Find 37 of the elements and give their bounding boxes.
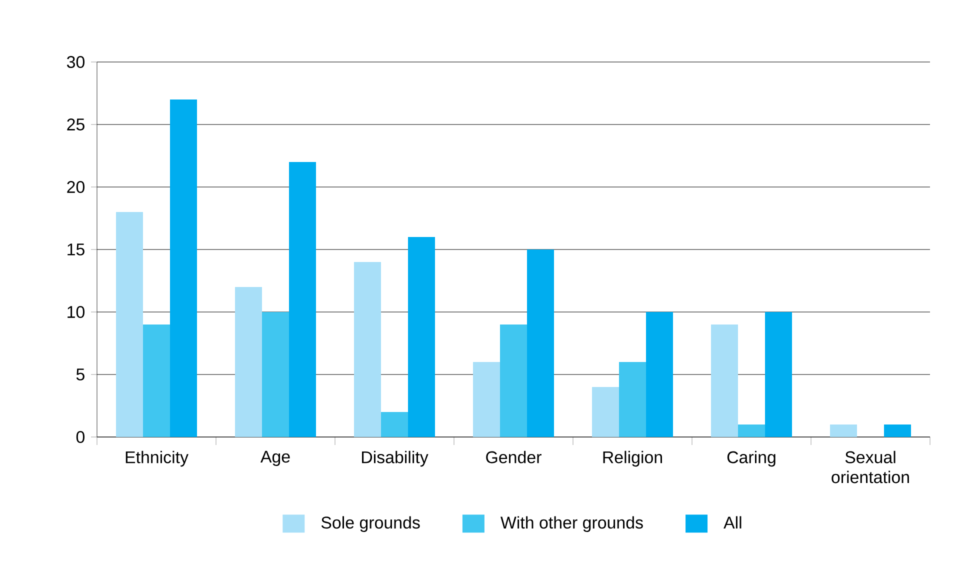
bar xyxy=(884,424,912,437)
y-tick-label: 25 xyxy=(67,118,84,130)
bar xyxy=(592,387,620,437)
y-tick-label: 0 xyxy=(76,431,85,443)
bar xyxy=(646,312,674,437)
bar xyxy=(381,412,408,437)
legend-label: With other grounds xyxy=(500,516,643,532)
y-tick-label: 30 xyxy=(66,56,84,68)
legend-label: Sole grounds xyxy=(321,516,420,532)
bar xyxy=(408,236,436,437)
x-tick-label: Ethnicity xyxy=(126,450,188,467)
bar xyxy=(143,324,170,437)
bar xyxy=(527,249,554,437)
bar xyxy=(711,324,738,437)
bar xyxy=(262,312,290,437)
bar xyxy=(500,324,528,437)
bar xyxy=(235,286,262,437)
legend-label: All xyxy=(724,516,742,528)
bar xyxy=(170,99,198,437)
bar xyxy=(289,162,316,437)
x-tick-label: Caring xyxy=(727,450,776,467)
bar xyxy=(765,312,792,437)
y-tick-label: 20 xyxy=(67,181,84,193)
y-tick-label: 10 xyxy=(68,306,84,318)
x-tick-label: Gender xyxy=(486,450,542,464)
bar xyxy=(830,424,858,437)
bar xyxy=(738,424,766,437)
x-tick-label: Sexual orientation xyxy=(832,450,909,484)
x-tick-label: Age xyxy=(260,450,290,466)
y-tick-label: 5 xyxy=(76,368,84,380)
bar xyxy=(473,362,500,437)
bar xyxy=(354,262,382,437)
y-tick-label: 15 xyxy=(68,244,84,256)
x-tick-label: Disability xyxy=(362,450,428,467)
bar xyxy=(619,362,646,437)
bar xyxy=(116,212,143,437)
x-tick-label: Religion xyxy=(603,450,662,467)
